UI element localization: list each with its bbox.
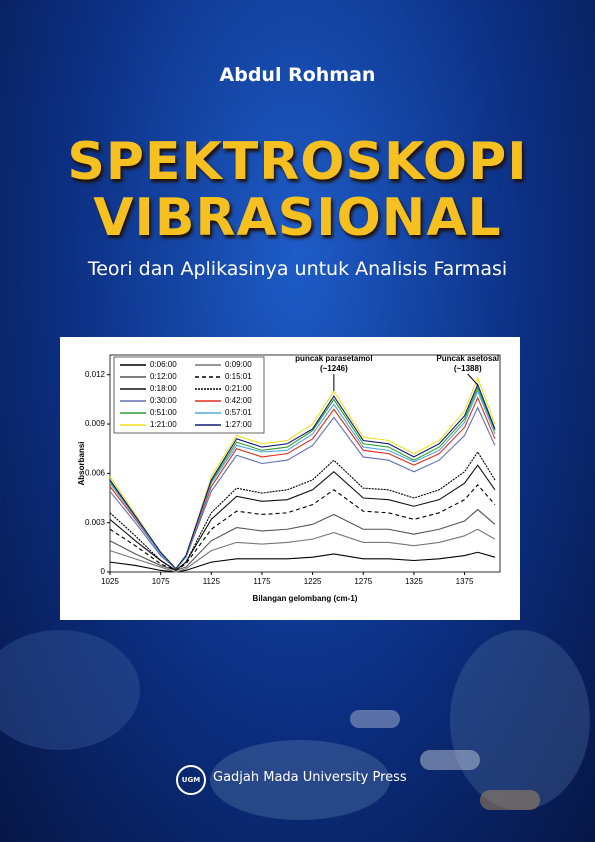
legend-label: 0:06:00 (150, 360, 177, 369)
y-tick-label: 0.003 (85, 518, 106, 527)
legend-label: 0:42:00 (225, 396, 252, 405)
legend-box (113, 356, 265, 434)
legend-label: 0:18:00 (150, 384, 177, 393)
chart: 0 0.003 0.006 0.009 0.012 1025 1075 1125 1175 122… (77, 354, 501, 603)
legend-label: 0:15:01 (225, 372, 252, 381)
x-tick-label: 1375 (456, 577, 474, 586)
series-line (109, 484, 496, 571)
x-tick-label: 1075 (152, 577, 170, 586)
annotation-arrow (467, 373, 479, 386)
background-pills (0, 630, 590, 820)
annotation: (~1388) (454, 364, 482, 373)
legend-label: 0:30:00 (150, 396, 177, 405)
x-tick-label: 1175 (253, 577, 271, 586)
annotation: (~1246) (320, 364, 348, 373)
legend-label: 0:51:00 (150, 408, 177, 417)
chart-panel: 0 0.003 0.006 0.009 0.012 1025 1075 1125 1175 122… (60, 337, 520, 620)
legend-label: 1:21:00 (150, 420, 177, 429)
legend-label: 0:21:00 (225, 384, 252, 393)
y-axis-label: Absorbansi (77, 441, 86, 485)
x-tick-label: 1025 (101, 577, 119, 586)
y-tick-label: 0.006 (85, 468, 106, 477)
annotation: puncak parasetamol (295, 354, 372, 363)
x-tick-label: 1325 (405, 577, 423, 586)
series-line (109, 508, 496, 571)
publisher-logo: UGM (176, 765, 206, 795)
legend-label: 0:57:01 (225, 408, 252, 417)
y-tick-label: 0 (101, 567, 106, 576)
legend-label: 0:09:00 (225, 360, 252, 369)
publisher-name: Gadjah Mada University Press (213, 770, 407, 785)
subtitle: Teori dan Aplikasinya untuk Analisis Far… (87, 258, 508, 280)
series-line (109, 528, 496, 573)
legend-label: 0:12:00 (150, 372, 177, 381)
x-axis-label: Bilangan gelombang (cm-1) (253, 594, 358, 603)
title-line: SPEKTROSKOPI (67, 132, 528, 192)
series-line (109, 450, 496, 572)
x-tick-label: 1225 (304, 577, 322, 586)
series-line (109, 383, 496, 570)
y-tick-label: 0.012 (85, 370, 106, 379)
annotation: Puncak asetosal (436, 354, 499, 363)
plot-frame (109, 354, 501, 573)
x-tick-label: 1275 (354, 577, 372, 586)
series-line (109, 464, 496, 572)
legend-label: 1:27:00 (225, 420, 252, 429)
y-tick-label: 0.009 (85, 419, 106, 428)
title-line: VIBRASIONAL (93, 188, 502, 248)
author: Abdul Rohman (219, 64, 376, 86)
x-tick-label: 1125 (203, 577, 221, 586)
